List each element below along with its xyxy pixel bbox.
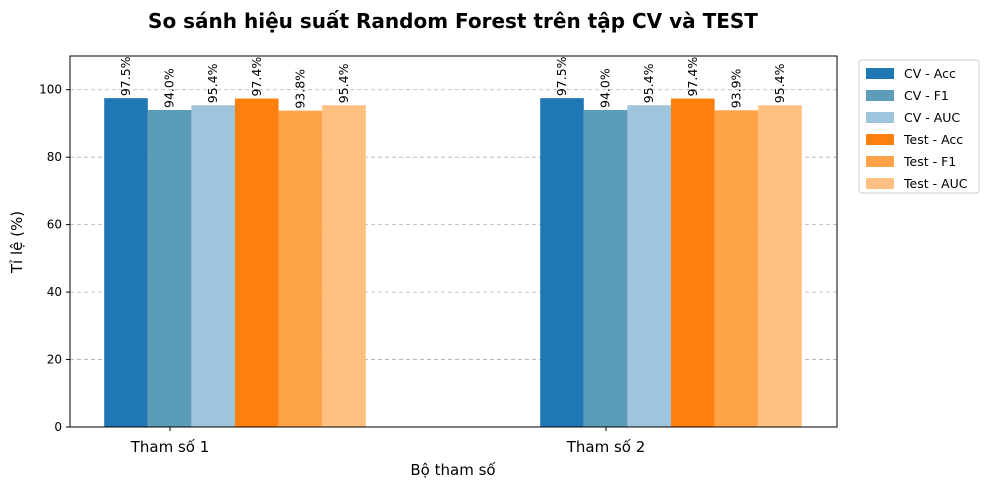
x-axis: Tham số 1 Tham số 2 bbox=[130, 427, 646, 456]
y-tick-label: 40 bbox=[47, 285, 62, 299]
chart-title: So sánh hiệu suất Random Forest trên tập… bbox=[148, 9, 758, 33]
data-label: 97.5% bbox=[554, 56, 569, 96]
bar bbox=[583, 109, 628, 428]
data-label: 93.9% bbox=[728, 68, 743, 108]
bar bbox=[540, 98, 584, 427]
y-tick-label: 20 bbox=[47, 353, 62, 367]
data-label: 93.8% bbox=[292, 69, 307, 109]
legend-swatch bbox=[866, 178, 894, 189]
legend-label: CV - Acc bbox=[904, 66, 956, 81]
bar bbox=[191, 105, 235, 427]
bar bbox=[147, 109, 192, 428]
legend-swatch bbox=[866, 68, 894, 79]
y-tick-label: 60 bbox=[47, 218, 62, 232]
plot-frame bbox=[69, 55, 838, 428]
x-axis-title: Bộ tham số bbox=[410, 461, 496, 479]
data-labels-layer: 97.5% 94.0% 95.4% 97.4% 93.8% 95.4% 97.5% 94.0%… bbox=[118, 56, 787, 108]
data-label: 94.0% bbox=[598, 68, 613, 108]
data-label: 95.4% bbox=[641, 63, 656, 103]
y-tick-label: 0 bbox=[54, 420, 62, 434]
data-label: 97.4% bbox=[685, 57, 700, 97]
y-axis: 0 20 40 60 80 100 bbox=[39, 83, 70, 434]
legend-swatch bbox=[866, 112, 894, 123]
data-label: 97.5% bbox=[118, 56, 133, 96]
legend-swatch bbox=[866, 90, 894, 101]
bar bbox=[235, 98, 279, 427]
y-axis-title: Tỉ lệ (%) bbox=[8, 211, 26, 274]
legend-label: CV - AUC bbox=[904, 110, 960, 125]
data-label: 97.4% bbox=[249, 57, 264, 97]
bar bbox=[627, 105, 671, 427]
legend-label: CV - F1 bbox=[904, 88, 949, 103]
data-label: 95.4% bbox=[772, 63, 787, 103]
legend-label: Test - AUC bbox=[903, 176, 968, 191]
bar bbox=[322, 105, 366, 427]
legend-label: Test - Acc bbox=[903, 132, 963, 147]
bar bbox=[671, 98, 715, 427]
y-tick-label: 80 bbox=[47, 150, 62, 164]
y-tick-label: 100 bbox=[39, 83, 62, 97]
bars-layer bbox=[104, 98, 802, 428]
legend-label: Test - F1 bbox=[903, 154, 956, 169]
legend-swatch bbox=[866, 134, 894, 145]
x-tick-label: Tham số 1 bbox=[130, 438, 210, 456]
data-label: 94.0% bbox=[162, 68, 177, 108]
legend: CV - Acc CV - F1 CV - AUC Test - Acc Test - … bbox=[858, 59, 980, 194]
data-label: 95.4% bbox=[336, 63, 351, 103]
bar bbox=[758, 105, 802, 427]
data-label: 95.4% bbox=[205, 63, 220, 103]
bar bbox=[278, 110, 323, 427]
bar bbox=[714, 110, 759, 428]
legend-swatch bbox=[866, 156, 894, 167]
x-tick-label: Tham số 2 bbox=[566, 438, 646, 456]
bar bbox=[104, 98, 148, 427]
